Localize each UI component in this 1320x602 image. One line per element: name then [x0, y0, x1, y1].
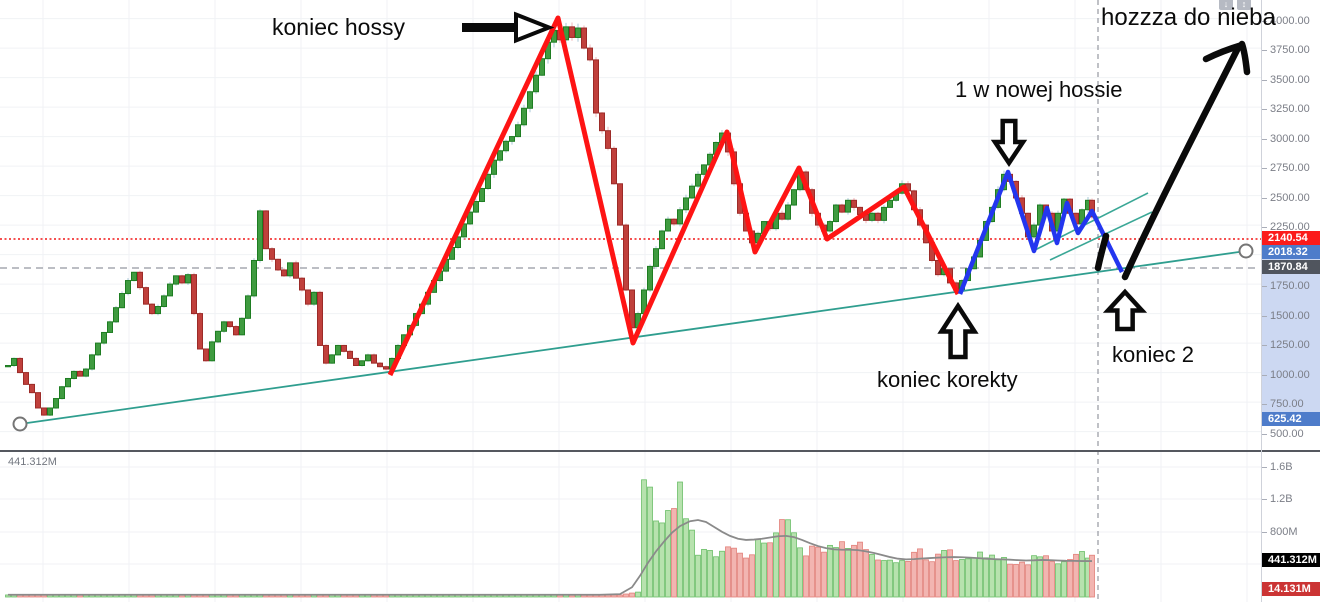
axis-tick-label: 800M [1262, 526, 1298, 538]
axis-tick-label: 4000.00 [1262, 15, 1310, 27]
trendline-handle-end[interactable] [1238, 243, 1254, 259]
axis-tick-label: 1.2B [1262, 493, 1293, 505]
volume-ma-line [8, 519, 1092, 596]
hand-drawn-arrow[interactable] [1094, 40, 1251, 281]
axis-tick-label: 1250.00 [1262, 339, 1310, 351]
up-down-arrows-icon[interactable]: ↕ [1237, 0, 1251, 10]
price-value-label: 1870.84 [1262, 260, 1320, 274]
price-axis[interactable]: 4000.00 3750.00 3500.00 3250.00 3000.00 2750.… [1261, 0, 1320, 602]
axis-tick-label: 1.6B [1262, 461, 1293, 473]
red-elliott-zigzag [387, 15, 961, 377]
pane-separator-axis [1262, 450, 1320, 452]
price-value-label: 14.131M [1262, 582, 1320, 596]
channel-line-2 [1049, 211, 1153, 261]
axis-tick-label: 1750.00 [1262, 280, 1310, 292]
annotation-koniec-2[interactable]: koniec 2 [1112, 342, 1194, 367]
down-arrow-icon[interactable]: ↓ [1219, 0, 1233, 10]
annotation-1-w-nowej-hossie[interactable]: 1 w nowej hossie [955, 77, 1123, 102]
arrow-koniec-2[interactable] [1102, 288, 1148, 332]
axis-tick-label: 2750.00 [1262, 162, 1310, 174]
arrow-nowa-hossa[interactable] [990, 118, 1028, 168]
trendline-handle-start[interactable] [12, 416, 28, 432]
wave2-tick-mark [1094, 232, 1110, 272]
price-value-label: 2140.54 [1262, 231, 1320, 245]
arrow-koniec-korekty[interactable] [937, 301, 979, 360]
axis-tick-label: 2500.00 [1262, 192, 1310, 204]
annotation-koniec-hossy[interactable]: koniec hossy [272, 14, 405, 40]
axis-tick-label: 3500.00 [1262, 74, 1310, 86]
price-value-label: 625.42 [1262, 412, 1320, 426]
annotation-koniec-korekty[interactable]: koniec korekty [877, 367, 1018, 392]
axis-tick-label: 3750.00 [1262, 44, 1310, 56]
axis-tick-label: 2250.00 [1262, 221, 1310, 233]
volume-bars-layer [5, 479, 1095, 598]
annotation-hozzza-do-nieba[interactable]: hozzza do nieba [1101, 4, 1276, 31]
wave-drawings[interactable] [387, 15, 1125, 377]
arrow-koniec-hossy[interactable] [462, 11, 555, 44]
axis-tick-label: 3000.00 [1262, 133, 1310, 145]
axis-selection-highlight [1262, 254, 1320, 419]
blue-impulse-zigzag [957, 169, 1125, 295]
axis-tick-label: 500.00 [1262, 428, 1304, 440]
axis-tick-label: 3250.00 [1262, 103, 1310, 115]
channel-line-1 [1032, 192, 1149, 252]
axis-tick-label: 1000.00 [1262, 369, 1310, 381]
candles-layer [5, 22, 1095, 417]
axis-tick-label: 750.00 [1262, 398, 1304, 410]
axis-tick-label: 1500.00 [1262, 310, 1310, 322]
price-value-label: 2018.32 [1262, 245, 1320, 259]
volume-indicator-value: 441.312M [8, 456, 57, 468]
price-value-label: 441.312M [1262, 553, 1320, 567]
